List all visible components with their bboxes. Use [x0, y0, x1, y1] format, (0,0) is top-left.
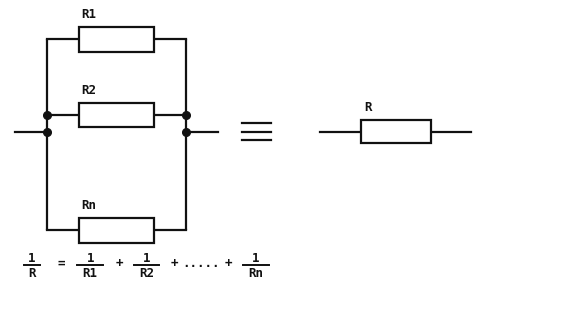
Bar: [79, 27, 154, 52]
Bar: [361, 120, 431, 143]
Text: =: =: [58, 257, 65, 270]
Text: R2: R2: [81, 84, 97, 97]
Text: +: +: [225, 257, 232, 270]
Text: R2: R2: [139, 267, 154, 281]
Text: 1: 1: [143, 252, 150, 265]
Text: R1: R1: [81, 8, 97, 21]
Text: 1: 1: [87, 252, 94, 265]
Text: Rn: Rn: [81, 199, 97, 212]
Text: R: R: [364, 101, 371, 114]
Text: 1: 1: [253, 252, 260, 265]
Bar: [79, 103, 154, 127]
Text: .....: .....: [182, 257, 219, 270]
Text: +: +: [171, 257, 178, 270]
Bar: [79, 218, 154, 243]
Text: R1: R1: [83, 267, 98, 281]
Text: +: +: [116, 257, 123, 270]
Text: R: R: [29, 267, 36, 281]
Text: 1: 1: [29, 252, 36, 265]
Text: Rn: Rn: [249, 267, 264, 281]
